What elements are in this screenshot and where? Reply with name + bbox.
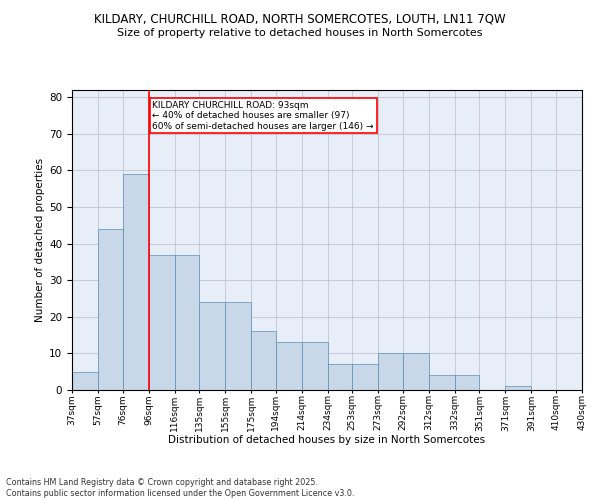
Bar (225, 302, 251, 390)
Bar (328, 364, 352, 390)
Bar (352, 364, 378, 390)
Bar (429, 376, 455, 390)
Bar (582, 386, 600, 390)
Bar (455, 376, 479, 390)
Text: Size of property relative to detached houses in North Somercotes: Size of property relative to detached ho… (117, 28, 483, 38)
Y-axis label: Number of detached properties: Number of detached properties (35, 158, 45, 322)
Bar (378, 354, 403, 390)
Bar (505, 386, 532, 390)
Text: Distribution of detached houses by size in North Somercotes: Distribution of detached houses by size … (169, 435, 485, 445)
Bar (251, 332, 276, 390)
Bar (403, 354, 429, 390)
Bar (149, 254, 175, 390)
Bar (175, 254, 199, 390)
Bar (199, 302, 225, 390)
Bar (72, 372, 98, 390)
Text: KILDARY CHURCHILL ROAD: 93sqm
← 40% of detached houses are smaller (97)
60% of s: KILDARY CHURCHILL ROAD: 93sqm ← 40% of d… (152, 101, 374, 131)
Bar (122, 174, 149, 390)
Text: Contains HM Land Registry data © Crown copyright and database right 2025.
Contai: Contains HM Land Registry data © Crown c… (6, 478, 355, 498)
Bar (276, 342, 302, 390)
Bar (302, 342, 328, 390)
Bar (98, 229, 122, 390)
Text: KILDARY, CHURCHILL ROAD, NORTH SOMERCOTES, LOUTH, LN11 7QW: KILDARY, CHURCHILL ROAD, NORTH SOMERCOTE… (94, 12, 506, 26)
